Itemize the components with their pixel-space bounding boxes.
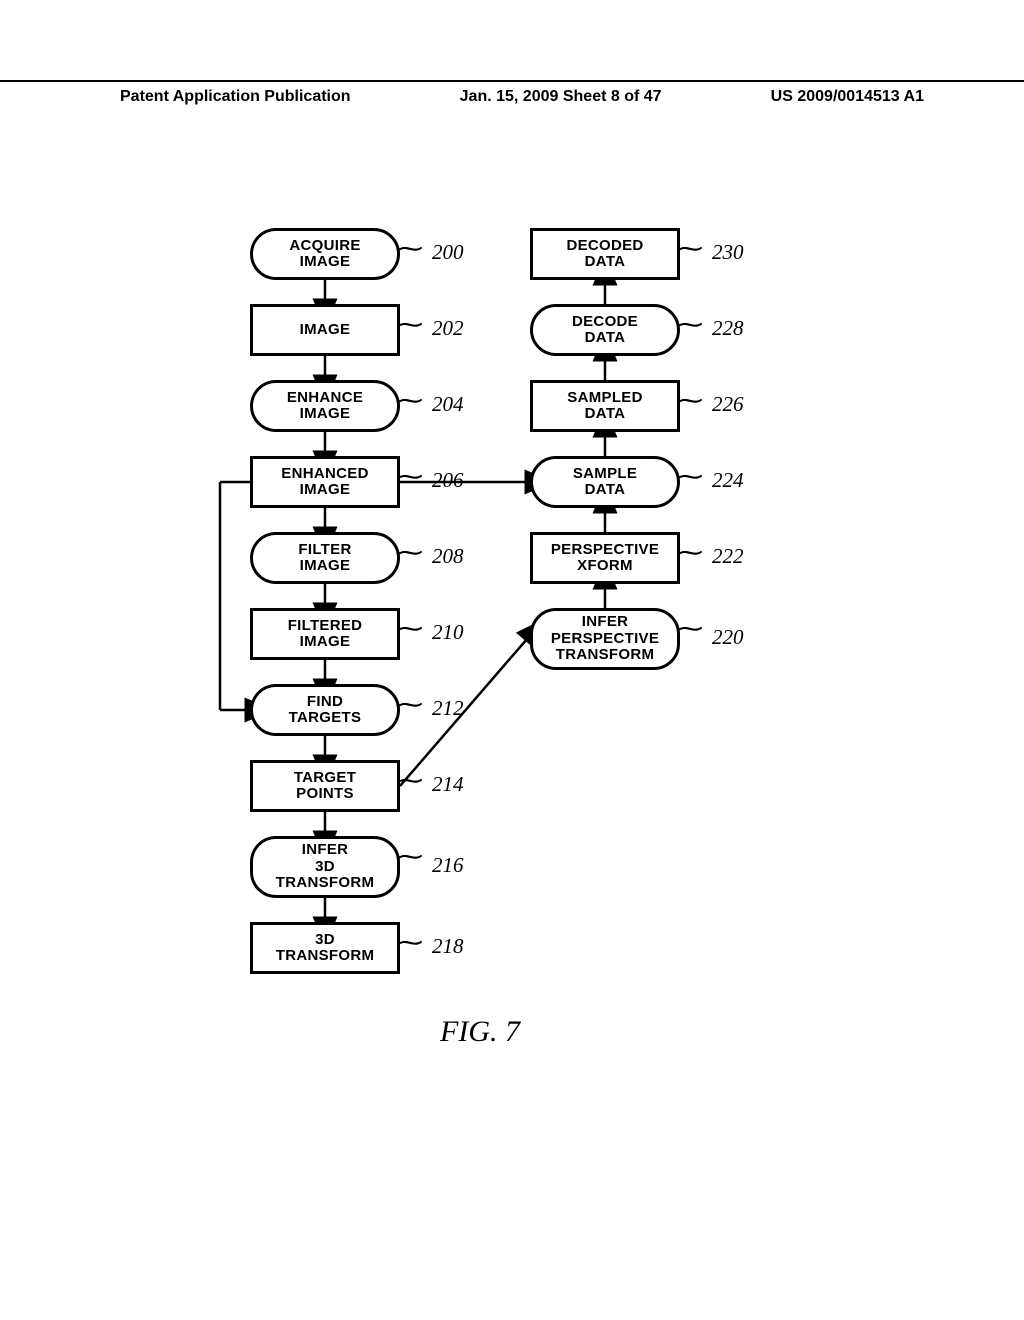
ref-label-210: 210: [432, 620, 464, 645]
ref-label-208: 208: [432, 544, 464, 569]
ref-connector-208: ⁓: [397, 538, 423, 568]
ref-label-212: 212: [432, 696, 464, 721]
node-202: IMAGE: [250, 304, 400, 356]
ref-label-228: 228: [712, 316, 744, 341]
ref-connector-210: ⁓: [397, 614, 423, 644]
node-218: 3DTRANSFORM: [250, 922, 400, 974]
figure-caption: FIG. 7: [440, 1015, 520, 1049]
node-206: ENHANCEDIMAGE: [250, 456, 400, 508]
node-226: SAMPLEDDATA: [530, 380, 680, 432]
ref-label-230: 230: [712, 240, 744, 265]
ref-connector-214: ⁓: [397, 766, 423, 796]
ref-connector-220: ⁓: [677, 614, 703, 644]
ref-label-222: 222: [712, 544, 744, 569]
ref-label-224: 224: [712, 468, 744, 493]
node-216: INFER3DTRANSFORM: [250, 836, 400, 898]
node-214: TARGETPOINTS: [250, 760, 400, 812]
ref-label-226: 226: [712, 392, 744, 417]
ref-connector-222: ⁓: [677, 538, 703, 568]
ref-connector-202: ⁓: [397, 310, 423, 340]
ref-connector-200: ⁓: [397, 234, 423, 264]
node-222: PERSPECTIVEXFORM: [530, 532, 680, 584]
ref-connector-226: ⁓: [677, 386, 703, 416]
node-230: DECODEDDATA: [530, 228, 680, 280]
node-208: FILTERIMAGE: [250, 532, 400, 584]
ref-connector-204: ⁓: [397, 386, 423, 416]
node-210: FILTEREDIMAGE: [250, 608, 400, 660]
ref-label-200: 200: [432, 240, 464, 265]
ref-connector-216: ⁓: [397, 842, 423, 872]
ref-connector-206: ⁓: [397, 462, 423, 492]
ref-connector-218: ⁓: [397, 928, 423, 958]
ref-label-220: 220: [712, 625, 744, 650]
node-228: DECODEDATA: [530, 304, 680, 356]
ref-label-204: 204: [432, 392, 464, 417]
ref-label-206: 206: [432, 468, 464, 493]
ref-connector-224: ⁓: [677, 462, 703, 492]
ref-label-216: 216: [432, 853, 464, 878]
node-204: ENHANCEIMAGE: [250, 380, 400, 432]
ref-connector-212: ⁓: [397, 690, 423, 720]
ref-label-202: 202: [432, 316, 464, 341]
ref-label-218: 218: [432, 934, 464, 959]
ref-connector-228: ⁓: [677, 310, 703, 340]
ref-connector-230: ⁓: [677, 234, 703, 264]
node-220: INFERPERSPECTIVETRANSFORM: [530, 608, 680, 670]
ref-label-214: 214: [432, 772, 464, 797]
node-224: SAMPLEDATA: [530, 456, 680, 508]
node-212: FINDTARGETS: [250, 684, 400, 736]
node-200: ACQUIREIMAGE: [250, 228, 400, 280]
diagram-svg: [0, 0, 1024, 1320]
